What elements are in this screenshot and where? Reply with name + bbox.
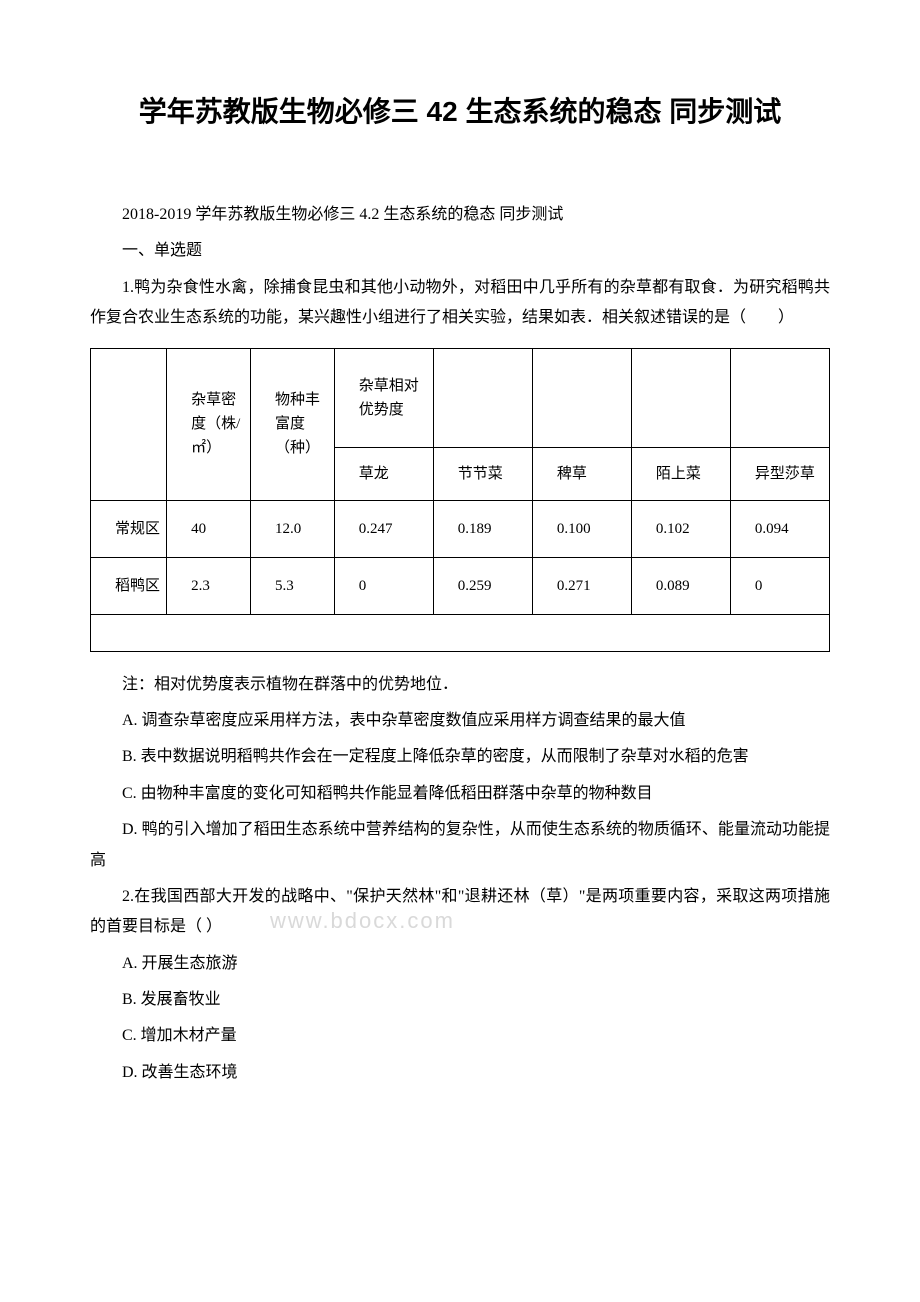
q2-option-b: B. 发展畜牧业 xyxy=(90,985,830,1015)
document-page: 学年苏教版生物必修三 42 生态系统的稳态 同步测试 2018-2019 学年苏… xyxy=(0,0,920,1154)
q1-option-d: D. 鸭的引入增加了稻田生态系统中营养结构的复杂性，从而使生态系统的物质循环、能… xyxy=(90,815,830,876)
header-empty xyxy=(91,348,167,500)
table-row: 稻鸭区 2.3 5.3 0 0.259 0.271 0.089 0 xyxy=(91,557,830,614)
header-blank xyxy=(532,348,631,447)
question-2-stem: 2.在我国西部大开发的战略中、"保护天然林"和"退耕还林（草）"是两项重要内容，… xyxy=(90,882,830,943)
header-density: 杂草密度（株/㎡） xyxy=(167,348,251,500)
table-wrapper: www.bdocx.com 杂草密度（株/㎡） 物种丰富度（种） 杂草相对优势度… xyxy=(90,348,830,652)
subheader-1: 草龙 xyxy=(334,447,433,500)
subheader-3: 稗草 xyxy=(532,447,631,500)
section-heading: 一、单选题 xyxy=(90,236,830,266)
header-blank xyxy=(730,348,829,447)
header-blank xyxy=(631,348,730,447)
data-table: 杂草密度（株/㎡） 物种丰富度（种） 杂草相对优势度 草龙 节节菜 稗草 陌上菜… xyxy=(90,348,830,652)
row-density: 40 xyxy=(167,500,251,557)
table-note: 注：相对优势度表示植物在群落中的优势地位． xyxy=(90,670,830,700)
subheader-5: 异型莎草 xyxy=(730,447,829,500)
q2-option-d: D. 改善生态环境 xyxy=(90,1058,830,1088)
subheader-2: 节节菜 xyxy=(433,447,532,500)
question-1-stem: 1.鸭为杂食性水禽，除捕食昆虫和其他小动物外，对稻田中几乎所有的杂草都有取食．为… xyxy=(90,273,830,334)
header-richness: 物种丰富度（种） xyxy=(250,348,334,500)
row-label: 常规区 xyxy=(91,500,167,557)
table-header-row: 杂草密度（株/㎡） 物种丰富度（种） 杂草相对优势度 xyxy=(91,348,830,447)
q1-option-a: A. 调查杂草密度应采用样方法，表中杂草密度数值应采用样方调查结果的最大值 xyxy=(90,706,830,736)
q2-option-c: C. 增加木材产量 xyxy=(90,1021,830,1051)
row-label: 稻鸭区 xyxy=(91,557,167,614)
row-v4: 0.102 xyxy=(631,500,730,557)
row-richness: 5.3 xyxy=(250,557,334,614)
q1-option-b: B. 表中数据说明稻鸭共作会在一定程度上降低杂草的密度，从而限制了杂草对水稻的危… xyxy=(90,742,830,772)
intro-line: 2018-2019 学年苏教版生物必修三 4.2 生态系统的稳态 同步测试 xyxy=(90,200,830,230)
row-v2: 0.189 xyxy=(433,500,532,557)
row-v5: 0 xyxy=(730,557,829,614)
table-row: 常规区 40 12.0 0.247 0.189 0.100 0.102 0.09… xyxy=(91,500,830,557)
row-v1: 0.247 xyxy=(334,500,433,557)
header-blank xyxy=(433,348,532,447)
row-richness: 12.0 xyxy=(250,500,334,557)
row-v3: 0.100 xyxy=(532,500,631,557)
header-advantage-group: 杂草相对优势度 xyxy=(334,348,433,447)
subheader-4: 陌上菜 xyxy=(631,447,730,500)
row-density: 2.3 xyxy=(167,557,251,614)
q1-option-c: C. 由物种丰富度的变化可知稻鸭共作能显着降低稻田群落中杂草的物种数目 xyxy=(90,779,830,809)
row-v1: 0 xyxy=(334,557,433,614)
page-title: 学年苏教版生物必修三 42 生态系统的稳态 同步测试 xyxy=(90,90,830,130)
table-row-empty xyxy=(91,614,830,651)
row-v4: 0.089 xyxy=(631,557,730,614)
row-v3: 0.271 xyxy=(532,557,631,614)
q2-option-a: A. 开展生态旅游 xyxy=(90,949,830,979)
row-v5: 0.094 xyxy=(730,500,829,557)
empty-cell xyxy=(91,614,830,651)
row-v2: 0.259 xyxy=(433,557,532,614)
